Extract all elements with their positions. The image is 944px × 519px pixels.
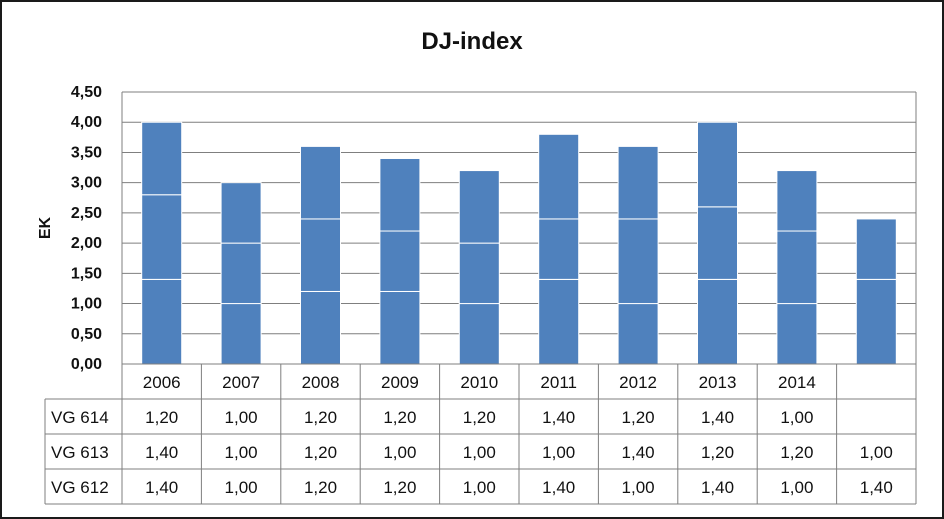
- bar-segment: [458, 303, 500, 365]
- bar-segment: [220, 242, 262, 305]
- data-label: 1,00: [225, 478, 258, 497]
- y-tick-label: 1,00: [71, 296, 102, 313]
- x-tick-label: 2010: [460, 373, 498, 392]
- table-row-label: VG 612: [51, 478, 109, 497]
- bar-segment: [617, 303, 659, 365]
- data-label: 1,00: [383, 443, 416, 462]
- bar-segment: [776, 303, 818, 365]
- data-label: 1,40: [145, 478, 178, 497]
- table-row-label: VG 614: [51, 408, 109, 427]
- bar-segment: [220, 182, 262, 244]
- bar-segment: [379, 290, 421, 365]
- table-row-label: VG 613: [51, 443, 109, 462]
- data-label: 1,00: [860, 443, 893, 462]
- data-label: 1,00: [780, 408, 813, 427]
- bar-segment: [617, 218, 659, 305]
- data-label: 1,40: [701, 478, 734, 497]
- bar-segment: [538, 278, 580, 365]
- bar-segment: [458, 242, 500, 305]
- chart-title: DJ-index: [421, 28, 523, 55]
- data-label: 1,20: [701, 443, 734, 462]
- data-label: 1,00: [225, 408, 258, 427]
- bar-segment: [776, 230, 818, 305]
- x-tick-label: 2006: [143, 373, 181, 392]
- data-label: 1,20: [304, 443, 337, 462]
- y-tick-label: 2,00: [71, 235, 102, 252]
- y-tick-label: 0,50: [71, 326, 102, 343]
- y-tick-label: 4,00: [71, 114, 102, 131]
- bar-segment: [458, 170, 500, 244]
- bar-segment: [776, 170, 818, 232]
- data-label: 1,00: [542, 443, 575, 462]
- data-label: 1,00: [463, 443, 496, 462]
- y-tick-label: 2,50: [71, 205, 102, 222]
- bar-segment: [141, 194, 183, 280]
- data-label: 1,00: [780, 478, 813, 497]
- y-tick-label: 1,50: [71, 265, 102, 282]
- data-label: 1,20: [145, 408, 178, 427]
- bar-segment: [379, 157, 421, 232]
- data-label: 1,20: [383, 408, 416, 427]
- data-label: 1,20: [304, 478, 337, 497]
- x-tick-label: 2009: [381, 373, 419, 392]
- y-tick-label: 3,00: [71, 175, 102, 192]
- data-label: 1,40: [701, 408, 734, 427]
- data-label: 1,20: [622, 408, 655, 427]
- bar-segment: [538, 218, 580, 280]
- bar-segment: [300, 218, 341, 292]
- bar-segment: [220, 303, 262, 365]
- data-label: 1,00: [225, 443, 258, 462]
- y-axis-label: EK: [37, 216, 54, 239]
- data-label: 1,40: [860, 478, 893, 497]
- data-label: 1,20: [383, 478, 416, 497]
- x-tick-label: 2011: [540, 373, 577, 392]
- bar-segment: [538, 133, 580, 220]
- bar-segment: [379, 230, 421, 292]
- x-tick-label: 2007: [222, 373, 260, 392]
- bar-segment: [855, 218, 897, 280]
- bar-segment: [300, 145, 341, 220]
- data-label: 1,40: [542, 408, 575, 427]
- y-tick-label: 0,00: [71, 356, 102, 373]
- data-label: 1,20: [463, 408, 496, 427]
- x-tick-label: 2014: [778, 373, 816, 392]
- bar-segment: [141, 278, 183, 365]
- bar-segment: [697, 206, 738, 280]
- bar-segment: [855, 278, 897, 365]
- x-tick-label: 2013: [699, 373, 737, 392]
- data-label: 1,00: [463, 478, 496, 497]
- bar-segment: [697, 121, 738, 208]
- data-label: 1,00: [622, 478, 655, 497]
- bar-segment: [300, 290, 341, 365]
- bar-segment: [697, 278, 738, 365]
- data-label: 1,40: [542, 478, 575, 497]
- data-label: 1,40: [622, 443, 655, 462]
- bar-segment: [617, 145, 659, 220]
- data-label: 1,20: [780, 443, 813, 462]
- y-tick-label: 4,50: [71, 84, 102, 101]
- bar-segment: [141, 121, 183, 196]
- y-tick-label: 3,50: [71, 144, 102, 161]
- x-tick-label: 2008: [302, 373, 340, 392]
- data-label: 1,20: [304, 408, 337, 427]
- data-label: 1,40: [145, 443, 178, 462]
- x-tick-label: 2012: [619, 373, 657, 392]
